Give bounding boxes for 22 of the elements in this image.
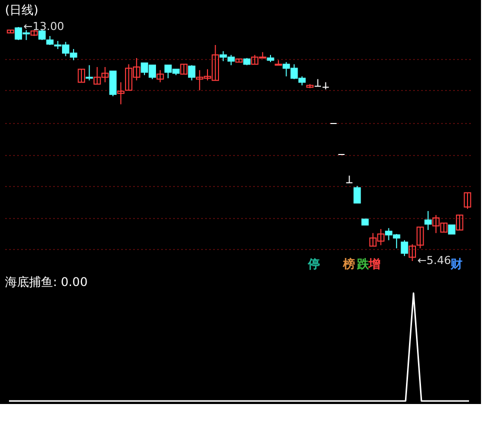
- candlestick: [156, 70, 164, 83]
- candlestick: [78, 68, 86, 83]
- annotation: 榜: [342, 257, 355, 271]
- candlestick: [408, 244, 416, 262]
- candlestick: [180, 64, 188, 75]
- annotation: ←13.00: [23, 20, 64, 33]
- candlestick: [109, 70, 117, 97]
- candlestick: [188, 64, 196, 81]
- candlestick: [400, 240, 408, 257]
- annotation: 增: [368, 257, 381, 271]
- candlestick: [424, 210, 432, 230]
- annotation: 财: [450, 257, 463, 271]
- candlestick: [354, 185, 361, 204]
- candlestick: [346, 175, 353, 184]
- candlestick: [464, 192, 472, 210]
- annotation: 跌: [356, 257, 370, 271]
- annotation: ←5.46: [417, 254, 452, 267]
- annotation: 停: [306, 257, 320, 271]
- candlestick: [416, 226, 424, 249]
- candlestick: [456, 214, 464, 230]
- chart-title: 海底捕鱼: 0.00: [5, 275, 88, 289]
- chart-title: (日线): [5, 3, 38, 17]
